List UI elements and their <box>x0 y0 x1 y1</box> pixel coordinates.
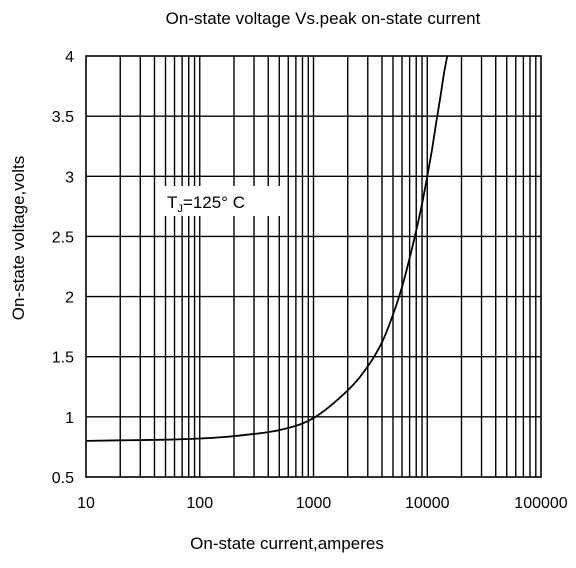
annotation-text: TJ=125° C <box>167 193 245 215</box>
y-axis-label: On-state voltage,volts <box>9 156 28 320</box>
y-tick-label: 2 <box>65 290 74 307</box>
x-tick-label: 100 <box>186 495 213 512</box>
x-tick-label: 10000 <box>405 495 450 512</box>
annotation-subscript: J <box>177 203 183 215</box>
y-tick-label: 4 <box>65 49 74 66</box>
y-tick-label: 1 <box>65 410 74 427</box>
y-tick-label: 1.5 <box>52 350 74 367</box>
chart-title: On-state voltage Vs.peak on-state curren… <box>166 9 481 28</box>
x-tick-label: 10 <box>77 495 95 512</box>
annotation-box: TJ=125° C <box>163 186 283 216</box>
x-axis-label: On-state current,amperes <box>190 534 384 553</box>
y-tick-label: 0.5 <box>52 470 74 487</box>
plot-frame <box>85 55 542 478</box>
annotation-rest: =125° C <box>183 193 245 212</box>
x-tick-label: 100000 <box>514 495 567 512</box>
y-tick-label: 3.5 <box>52 109 74 126</box>
annotation-background <box>163 186 283 216</box>
x-tick-label: 1000 <box>296 495 332 512</box>
y-tick-label: 3 <box>65 169 74 186</box>
annotation-main: T <box>167 193 177 212</box>
grid <box>86 56 541 477</box>
series-line <box>85 55 449 442</box>
y-tick-label: 2.5 <box>52 229 74 246</box>
tick-labels: 10 100 1000 10000 100000 0.5 1 1.5 2 2.5 3 3.5 4 <box>52 49 568 512</box>
curve-layer <box>85 55 449 442</box>
